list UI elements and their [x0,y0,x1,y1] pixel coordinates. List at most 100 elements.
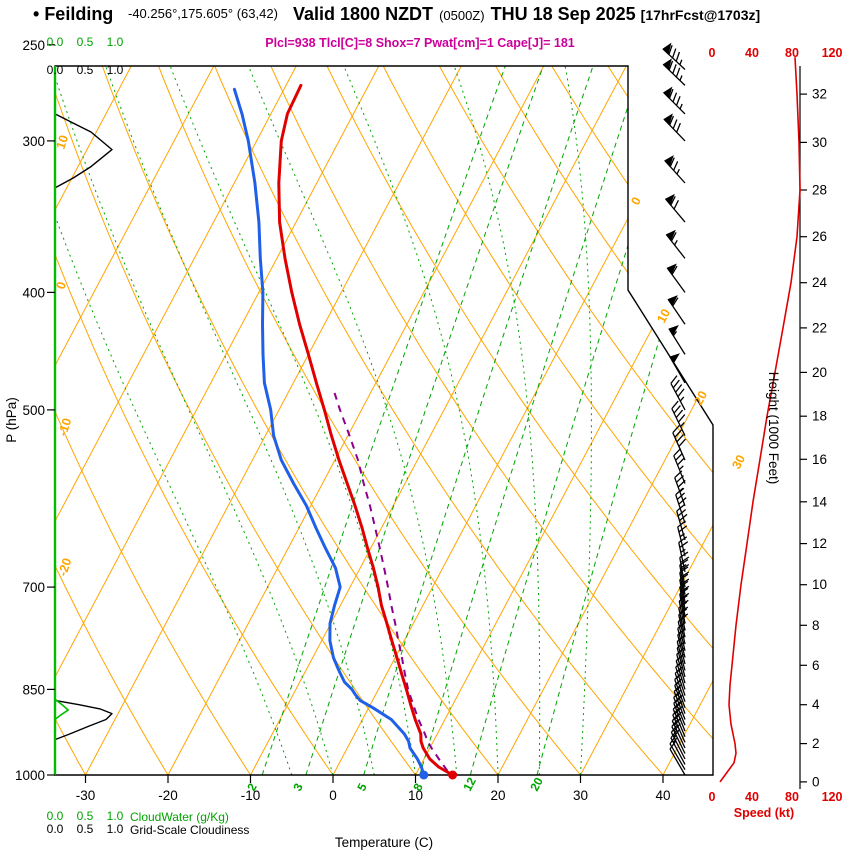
speed-tick-label-top: 120 [822,46,843,60]
barb-feather [671,48,677,59]
wind-barb [670,375,686,411]
pressure-axis-title: P (hPa) [4,397,19,443]
barb-feather [672,119,678,129]
cloud-fraction-shape [54,113,113,189]
barb-feather [673,199,679,210]
barb-feather [671,265,678,275]
barb-staff [674,673,686,702]
barb-half-feather [678,636,684,641]
isotherm-label: 0 [628,195,644,208]
barb-pennant [662,86,673,99]
dry-adiabat-line [154,66,581,775]
dry-adiabat-line [0,57,3,775]
barb-feather [679,541,689,548]
cloudiness-scale-bottom: 0.0 [47,822,64,836]
barb-pennant [663,113,673,126]
cloudwater-scale-top: 1.0 [107,35,124,49]
cloudiness-scale-bottom: 0.5 [77,822,94,836]
wind-barb [669,735,686,771]
barb-staff [671,408,686,436]
mixing-ratio-line [469,66,688,775]
wind-speed-curve [719,57,801,783]
barb-half-feather [678,465,684,471]
barb-staff [669,748,686,776]
barb-feather [669,157,675,167]
barb-pennant [668,324,679,336]
cloud-fraction-shape [54,699,113,741]
dry-adiabat-line [490,66,713,775]
pressure-tick-label: 400 [22,285,45,300]
barb-half-feather [679,487,685,493]
isotherm-line [250,66,632,775]
height-tick-label: 30 [812,135,827,150]
height-tick-label: 6 [812,658,820,673]
isotherm-label: 10 [654,307,673,326]
surface-dewpoint-dot [419,770,429,780]
wind-barb [662,42,686,70]
temperature-axis-title: Temperature (C) [335,835,433,850]
barb-feather [675,95,681,106]
cloudwater-axis-label: CloudWater (g/Kg) [130,810,229,824]
barb-feather [672,92,678,103]
barb-feather [672,297,679,307]
dry-adiabat-line [55,66,334,775]
temperature-tick-label: -30 [76,788,96,803]
dry-adiabat-line [55,66,251,775]
isotherm-line [55,66,302,775]
barb-feather [669,115,675,126]
moist-adiabat-line [563,66,592,775]
barb-feather [672,64,677,74]
pressure-tick-label: 300 [22,134,45,149]
barb-feather [677,457,685,466]
barb-staff [671,726,686,754]
cloudwater-scale-bottom: 1.0 [107,809,124,823]
profiles [232,83,455,775]
barb-feather [668,60,674,71]
mixing-ratio-line [261,66,509,775]
height-tick-label: 0 [812,774,820,789]
barb-feather [677,414,686,423]
dry-adiabat-label: 0 [54,280,69,291]
barb-pennant [662,58,672,71]
height-tick-label: 16 [812,452,827,467]
barb-feather [673,405,681,414]
height-tick-label: 2 [812,736,820,751]
isotherm-line [55,66,137,775]
dry-adiabat-line [55,66,169,775]
wind-barb [669,353,686,384]
barb-feather [675,384,683,393]
barb-pennant [667,295,678,307]
barb-half-feather [679,396,685,402]
barb-feather [672,424,680,434]
moist-adiabat-line [102,66,375,775]
barb-feather [676,122,681,133]
station-name: Feilding [44,4,113,24]
mixing-ratio-label: 5 [354,781,370,794]
barb-feather [670,724,679,733]
speed-axis-title: Speed (kt) [734,806,794,820]
barb-feather [678,536,688,544]
parcel-curve [332,390,449,772]
isopleth-lines [0,57,713,775]
pressure-tick-label: 250 [22,38,45,53]
isotherm-line [497,66,713,775]
barb-staff [677,621,686,651]
valid-main: Valid 1800 NZDT [293,4,433,24]
height-tick-label: 20 [812,365,827,380]
wind-barb [665,229,686,259]
height-tick-label: 12 [812,536,827,551]
speed-tick-label-top: 80 [785,46,799,60]
barb-half-feather [680,422,685,428]
speed-tick-label-bottom: 0 [709,790,716,804]
wind-speed-panel [719,57,801,783]
barb-feather [670,232,677,242]
moist-adiabat-line [450,66,541,775]
station-title: • Feilding [33,4,113,24]
cloudiness-scale-top: 1.0 [107,63,124,77]
barb-feather [669,740,677,750]
mixing-ratio-line [363,66,597,775]
isotherm-label: 30 [729,453,748,472]
wind-barb [667,295,686,325]
